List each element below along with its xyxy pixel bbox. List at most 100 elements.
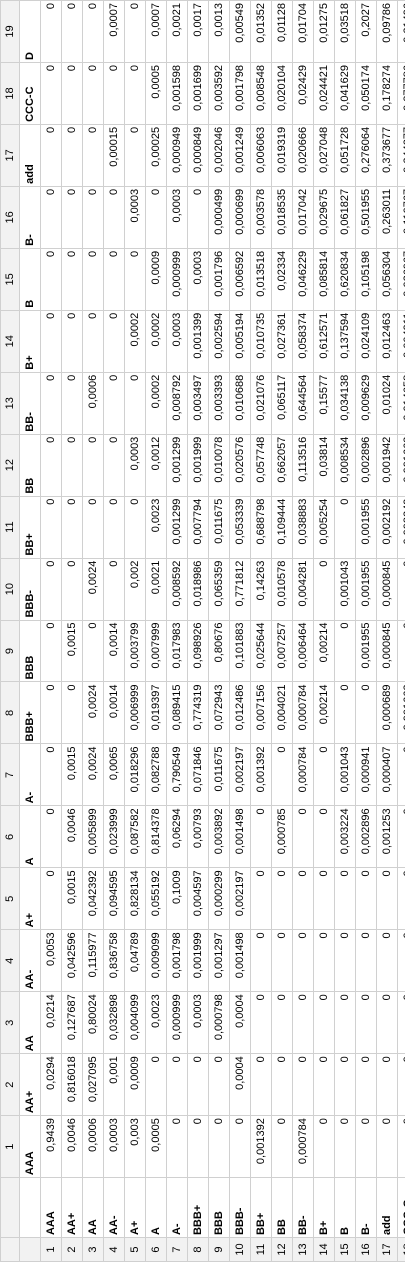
- table-cell[interactable]: 0: [355, 1053, 377, 1116]
- table-cell[interactable]: 0,002594: [208, 310, 230, 373]
- table-cell[interactable]: 0,0012: [145, 434, 167, 497]
- table-cell[interactable]: 0,137594: [334, 310, 356, 373]
- table-cell[interactable]: 0,001253: [376, 805, 398, 868]
- table-cell[interactable]: 0: [40, 805, 62, 868]
- table-cell[interactable]: 0,009629: [355, 372, 377, 435]
- table-cell[interactable]: 0,001662: [397, 434, 405, 497]
- table-cell[interactable]: 0,02429: [292, 62, 314, 125]
- table-cell[interactable]: 0: [124, 124, 146, 187]
- table-cell[interactable]: 0: [82, 310, 104, 373]
- table-cell[interactable]: 0,001999: [187, 929, 209, 992]
- table-cell[interactable]: 0,020666: [292, 124, 314, 187]
- table-cell[interactable]: 0,620834: [334, 248, 356, 311]
- table-cell[interactable]: 0,027095: [82, 1053, 104, 1116]
- table-cell[interactable]: 0,046229: [292, 248, 314, 311]
- table-cell[interactable]: 0,051728: [334, 124, 356, 187]
- table-cell[interactable]: 0,0002: [145, 372, 167, 435]
- table-cell[interactable]: 0,0003: [187, 248, 209, 311]
- table-cell[interactable]: 0,024109: [355, 310, 377, 373]
- table-cell[interactable]: 0,061827: [334, 186, 356, 249]
- table-cell[interactable]: 0,0003: [166, 310, 188, 373]
- table-cell[interactable]: 0,244277: [397, 124, 405, 187]
- table-cell[interactable]: 0,006464: [292, 620, 314, 682]
- table-cell[interactable]: 0,002: [124, 558, 146, 621]
- table-cell[interactable]: 0,007999: [145, 620, 167, 682]
- table-cell[interactable]: 0,001699: [187, 62, 209, 125]
- table-cell[interactable]: 0,0046: [61, 1115, 83, 1178]
- table-cell[interactable]: 0,004021: [271, 682, 293, 744]
- column-header[interactable]: 2: [0, 1053, 20, 1116]
- table-cell[interactable]: 0,80676: [208, 620, 230, 682]
- column-header[interactable]: 5: [0, 867, 20, 930]
- table-cell[interactable]: 0,001498: [229, 929, 251, 992]
- table-cell[interactable]: 0: [61, 372, 83, 435]
- table-cell[interactable]: 0,0294: [40, 1053, 62, 1116]
- table-cell[interactable]: 0,00793: [187, 805, 209, 868]
- table-cell[interactable]: 0,007156: [250, 682, 272, 744]
- table-cell[interactable]: 0,816018: [61, 1053, 83, 1116]
- table-cell[interactable]: 0,004911: [397, 310, 405, 373]
- table-cell[interactable]: 0,004281: [292, 558, 314, 621]
- table-cell[interactable]: 0: [313, 991, 335, 1054]
- table-cell[interactable]: 0,80024: [82, 991, 104, 1054]
- row-header[interactable]: 7: [166, 1237, 188, 1262]
- row-rating-label[interactable]: A-: [166, 1177, 188, 1238]
- table-cell[interactable]: 0: [292, 867, 314, 930]
- table-cell[interactable]: 0,023999: [103, 805, 125, 868]
- table-cell[interactable]: 0,0014: [103, 682, 125, 744]
- table-cell[interactable]: 0: [292, 991, 314, 1054]
- row-rating-label[interactable]: BBB-: [229, 1177, 251, 1238]
- table-cell[interactable]: 0,688798: [250, 496, 272, 559]
- table-cell[interactable]: 0,0009: [145, 248, 167, 311]
- table-cell[interactable]: 0,814378: [145, 805, 167, 868]
- table-cell[interactable]: 0: [313, 805, 335, 868]
- table-cell[interactable]: 0,001392: [250, 743, 272, 806]
- table-cell[interactable]: 0,025644: [250, 620, 272, 682]
- table-cell[interactable]: 0,000699: [229, 186, 251, 249]
- table-cell[interactable]: 0: [40, 434, 62, 497]
- table-cell[interactable]: 0,00214: [313, 682, 335, 744]
- table-cell[interactable]: 0,00025: [145, 124, 167, 187]
- table-cell[interactable]: 0: [124, 248, 146, 311]
- table-cell[interactable]: 0: [40, 743, 62, 806]
- column-rating-label[interactable]: B: [19, 248, 41, 311]
- table-cell[interactable]: 0: [61, 310, 83, 373]
- table-cell[interactable]: 0,03814: [313, 434, 335, 497]
- column-header[interactable]: [0, 1177, 20, 1238]
- table-cell[interactable]: 0,011675: [208, 743, 230, 806]
- table-cell[interactable]: 0,002192: [376, 496, 398, 559]
- column-header[interactable]: 19: [0, 0, 20, 63]
- row-header[interactable]: 18: [397, 1237, 405, 1262]
- table-cell[interactable]: 0,024421: [313, 62, 335, 125]
- row-header[interactable]: 15: [334, 1237, 356, 1262]
- table-cell[interactable]: 0: [103, 186, 125, 249]
- table-cell[interactable]: 0: [40, 310, 62, 373]
- table-cell[interactable]: 0,032898: [103, 991, 125, 1054]
- table-cell[interactable]: 0: [397, 1053, 405, 1116]
- table-cell[interactable]: 0: [292, 929, 314, 992]
- table-cell[interactable]: 0,0024: [82, 743, 104, 806]
- table-cell[interactable]: 0: [61, 248, 83, 311]
- table-cell[interactable]: 0,001299: [166, 496, 188, 559]
- table-cell[interactable]: 0: [376, 1053, 398, 1116]
- table-cell[interactable]: 0: [103, 248, 125, 311]
- table-cell[interactable]: 0,018986: [187, 558, 209, 621]
- table-cell[interactable]: 0,0014: [103, 620, 125, 682]
- table-cell[interactable]: 0: [61, 62, 83, 125]
- table-cell[interactable]: 0: [292, 805, 314, 868]
- table-cell[interactable]: 0: [103, 372, 125, 435]
- table-cell[interactable]: 0,001498: [229, 805, 251, 868]
- column-header[interactable]: 10: [0, 558, 20, 621]
- table-cell[interactable]: 0,005899: [82, 805, 104, 868]
- table-cell[interactable]: 0: [334, 1115, 356, 1178]
- table-cell[interactable]: 0,001249: [229, 124, 251, 187]
- table-cell[interactable]: 0,000499: [208, 186, 230, 249]
- table-cell[interactable]: 0,06294: [166, 805, 188, 868]
- table-cell[interactable]: 0: [334, 1053, 356, 1116]
- table-cell[interactable]: 0: [61, 186, 83, 249]
- table-cell[interactable]: 0,373677: [376, 124, 398, 187]
- column-header[interactable]: 3: [0, 991, 20, 1054]
- table-cell[interactable]: 0,000999: [166, 248, 188, 311]
- table-cell[interactable]: 0: [271, 1053, 293, 1116]
- column-rating-label[interactable]: BB: [19, 434, 41, 497]
